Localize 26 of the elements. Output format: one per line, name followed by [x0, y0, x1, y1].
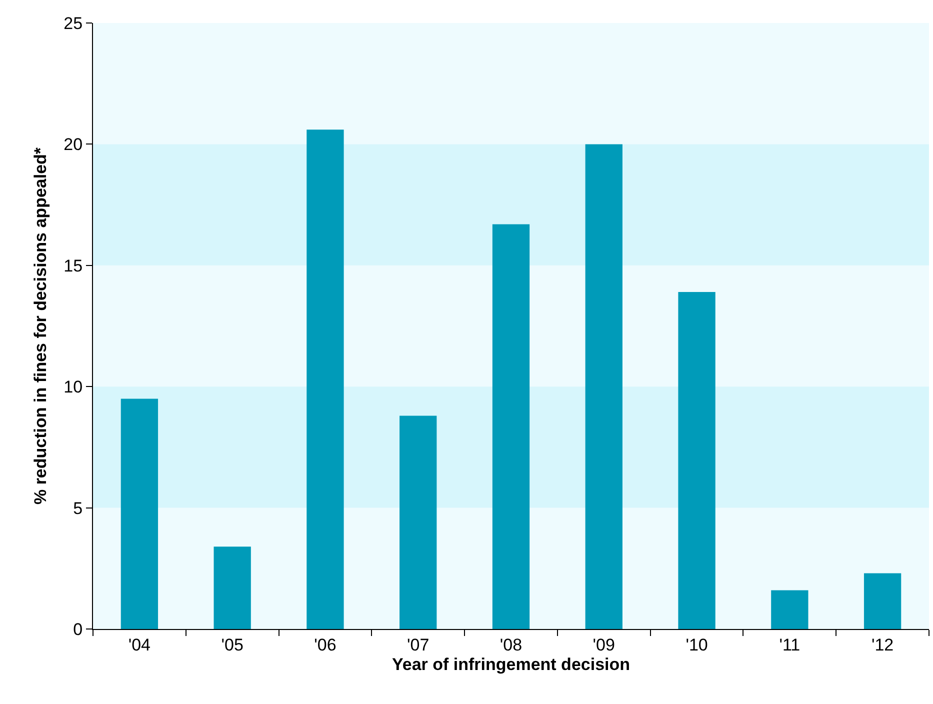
bar	[492, 224, 530, 629]
y-tick-label: 25	[64, 14, 83, 33]
x-tick-label: '05	[221, 635, 244, 654]
x-tick-label: '10	[686, 635, 708, 654]
bar	[214, 546, 251, 629]
bar	[678, 292, 716, 629]
x-tick-label: '08	[500, 635, 522, 654]
y-axis-title: % reduction in fines for decisions appealed*	[31, 147, 50, 505]
x-tick-label: '12	[871, 635, 894, 654]
x-tick-label: '04	[128, 635, 151, 654]
x-tick-label: '06	[314, 635, 336, 654]
y-tick-label: 5	[73, 498, 83, 518]
bar	[771, 590, 808, 629]
bar	[120, 398, 158, 629]
x-tick-label: '07	[407, 635, 430, 654]
bar	[585, 144, 622, 629]
y-tick-label: 20	[64, 135, 83, 154]
bar	[400, 416, 437, 629]
x-axis-title: Year of infringement decision	[392, 654, 630, 674]
y-tick-label: 0	[73, 620, 83, 639]
y-tick-label: 10	[64, 378, 83, 397]
bar	[864, 573, 902, 629]
bar	[306, 130, 344, 629]
x-tick-label: '11	[779, 635, 800, 654]
y-tick-label: 15	[64, 256, 83, 276]
x-tick-label: '09	[592, 635, 615, 654]
